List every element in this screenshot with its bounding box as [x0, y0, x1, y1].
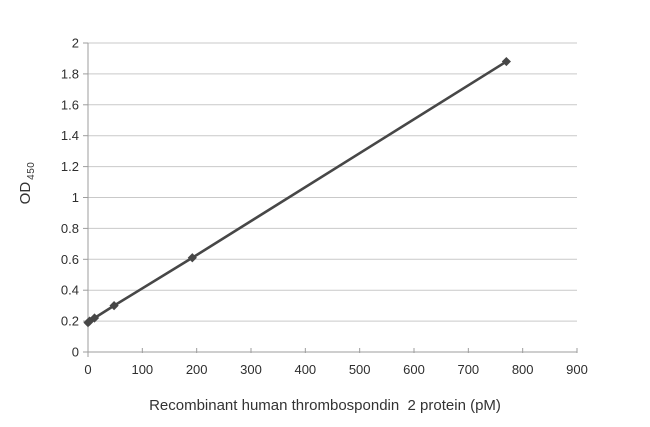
- y-tick-label: 1.8: [61, 66, 79, 81]
- y-tick-label: 0.2: [61, 314, 79, 329]
- y-tick-label: 0.6: [61, 252, 79, 267]
- series-line: [86, 60, 508, 324]
- x-tick-label: 900: [566, 362, 588, 377]
- data-point-marker: [501, 56, 511, 67]
- x-tick-label: 400: [294, 362, 316, 377]
- data-point-marker: [187, 253, 197, 263]
- x-tick-label: 100: [131, 362, 153, 377]
- x-tick-label: 700: [457, 362, 479, 377]
- y-tick-label: 2: [72, 36, 79, 51]
- x-axis-title: Recombinant human thrombospondin 2 prote…: [149, 397, 501, 414]
- x-tick-label: 800: [512, 362, 534, 377]
- y-tick-label: 1.6: [61, 97, 79, 112]
- data-point-marker: [85, 316, 95, 326]
- x-tick-label: 0: [84, 362, 91, 377]
- y-tick-label: 1: [72, 190, 79, 205]
- x-tick-label: 300: [240, 362, 262, 377]
- x-tick-label: 600: [403, 362, 425, 377]
- y-axis-title-text: OD: [17, 181, 34, 205]
- y-tick-label: 0.8: [61, 221, 79, 236]
- y-tick-label: 1.4: [61, 128, 79, 143]
- data-point-marker: [109, 301, 119, 311]
- x-tick-label: 200: [186, 362, 208, 377]
- y-axis-title: OD450: [15, 123, 37, 243]
- y-axis-title-subscript: 450: [26, 161, 37, 180]
- y-tick-label: 0: [72, 345, 79, 360]
- y-tick-label: 1.2: [61, 159, 79, 174]
- y-tick-label: 0.4: [61, 283, 79, 298]
- x-tick-label: 500: [349, 362, 371, 377]
- data-point-marker: [89, 313, 100, 323]
